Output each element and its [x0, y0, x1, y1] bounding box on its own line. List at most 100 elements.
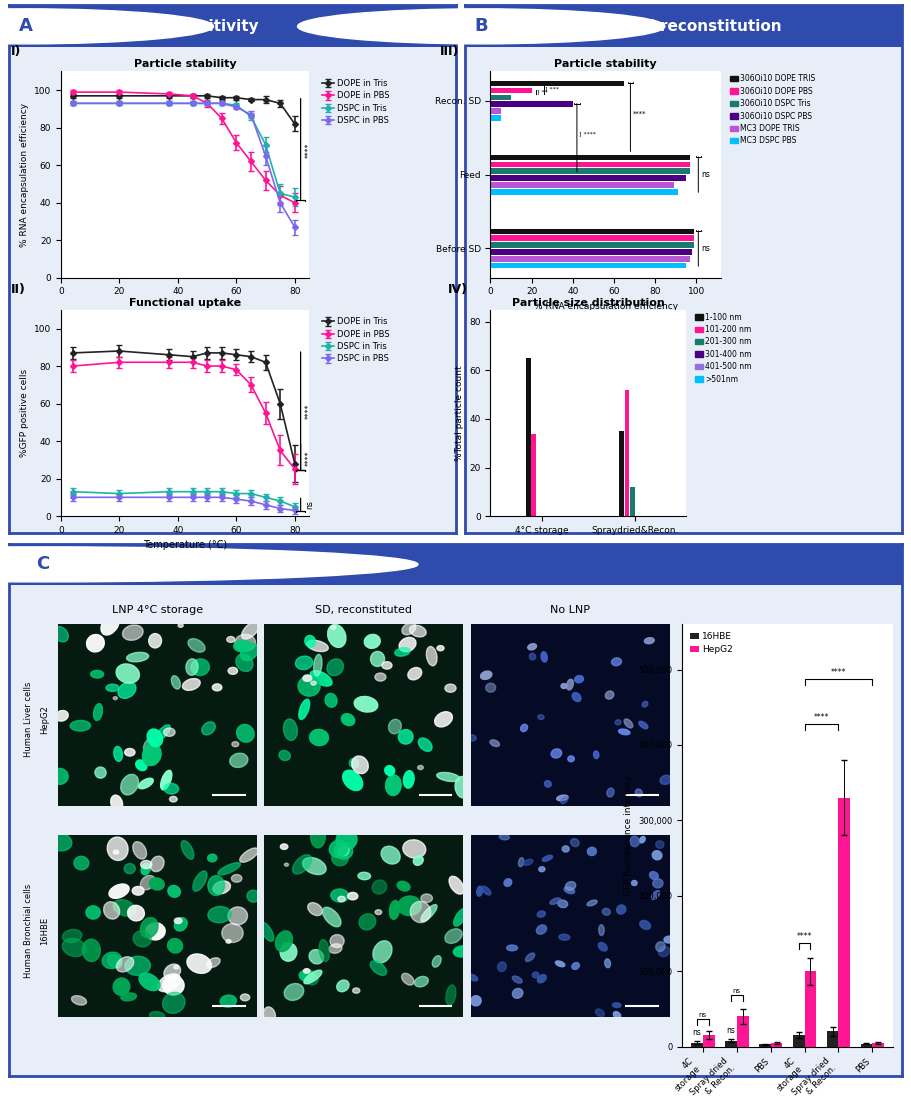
Ellipse shape: [561, 684, 567, 688]
Ellipse shape: [230, 753, 248, 768]
Ellipse shape: [94, 704, 103, 720]
X-axis label: Temperature (°C): Temperature (°C): [143, 540, 227, 550]
Ellipse shape: [630, 837, 640, 847]
Ellipse shape: [302, 858, 326, 875]
Ellipse shape: [599, 942, 608, 951]
Text: Human Bronchial cells: Human Bronchial cells: [24, 884, 33, 978]
Ellipse shape: [520, 725, 527, 731]
Bar: [691, 1043, 702, 1046]
Text: B: B: [475, 18, 488, 35]
Ellipse shape: [47, 832, 72, 851]
Ellipse shape: [302, 970, 318, 985]
Ellipse shape: [140, 875, 155, 889]
Ellipse shape: [136, 760, 147, 771]
Ellipse shape: [537, 911, 546, 917]
Ellipse shape: [213, 881, 230, 894]
Ellipse shape: [82, 939, 100, 962]
Ellipse shape: [241, 994, 250, 1000]
Ellipse shape: [468, 974, 477, 981]
Ellipse shape: [353, 988, 360, 994]
Ellipse shape: [371, 651, 384, 666]
Ellipse shape: [558, 934, 570, 940]
Ellipse shape: [322, 907, 341, 927]
Ellipse shape: [435, 712, 453, 727]
Ellipse shape: [128, 906, 145, 921]
Ellipse shape: [138, 778, 153, 788]
Bar: [490, 88, 532, 93]
Ellipse shape: [398, 729, 413, 744]
Ellipse shape: [241, 621, 260, 639]
Ellipse shape: [529, 653, 536, 660]
Ellipse shape: [133, 842, 147, 859]
Ellipse shape: [240, 848, 259, 862]
Ellipse shape: [507, 945, 517, 951]
Ellipse shape: [187, 954, 211, 973]
Ellipse shape: [87, 635, 104, 652]
Ellipse shape: [551, 749, 562, 758]
Ellipse shape: [298, 676, 320, 696]
Ellipse shape: [596, 1009, 604, 1017]
Ellipse shape: [575, 675, 583, 683]
Bar: [619, 432, 624, 516]
Ellipse shape: [537, 975, 547, 983]
Ellipse shape: [122, 625, 143, 640]
Ellipse shape: [50, 769, 68, 784]
Ellipse shape: [354, 696, 378, 713]
Bar: [490, 176, 686, 181]
Bar: [861, 1043, 873, 1046]
Bar: [490, 101, 573, 107]
Bar: [804, 971, 816, 1046]
Ellipse shape: [147, 729, 162, 747]
Ellipse shape: [560, 797, 568, 804]
Ellipse shape: [611, 658, 621, 665]
Ellipse shape: [409, 625, 426, 637]
Ellipse shape: [208, 854, 217, 862]
Text: IV): IV): [447, 283, 467, 296]
Ellipse shape: [281, 844, 288, 850]
Ellipse shape: [642, 702, 648, 707]
Ellipse shape: [74, 856, 88, 870]
Ellipse shape: [107, 954, 122, 968]
Ellipse shape: [263, 1007, 275, 1023]
Legend: 306Oi10 DOPE TRIS, 306Oi10 DOPE PBS, 306Oi10 DSPC Tris, 306Oi10 DSPC PBS, MC3 DO: 306Oi10 DOPE TRIS, 306Oi10 DOPE PBS, 306…: [727, 71, 818, 148]
Text: ns: ns: [701, 244, 711, 253]
Bar: [490, 94, 511, 100]
Ellipse shape: [181, 841, 194, 860]
Ellipse shape: [70, 720, 90, 731]
Ellipse shape: [163, 976, 184, 995]
Text: Temperature sensitivity: Temperature sensitivity: [54, 19, 259, 34]
Ellipse shape: [612, 1002, 621, 1008]
Ellipse shape: [121, 993, 137, 1001]
Bar: [490, 189, 678, 194]
Ellipse shape: [308, 903, 322, 916]
Ellipse shape: [295, 657, 312, 670]
Ellipse shape: [336, 829, 357, 850]
Text: A: A: [19, 18, 33, 35]
Ellipse shape: [454, 908, 467, 926]
Bar: [490, 228, 694, 234]
Ellipse shape: [652, 878, 663, 888]
Ellipse shape: [127, 652, 148, 662]
Ellipse shape: [54, 627, 68, 642]
Ellipse shape: [140, 861, 152, 869]
Ellipse shape: [220, 995, 237, 1007]
Ellipse shape: [71, 996, 87, 1005]
Ellipse shape: [426, 647, 437, 665]
Bar: [873, 1043, 885, 1046]
Text: Human Liver cells: Human Liver cells: [24, 682, 33, 758]
Ellipse shape: [307, 640, 328, 651]
Ellipse shape: [149, 1011, 165, 1020]
Text: Functional uptake: Functional uptake: [98, 557, 253, 572]
Ellipse shape: [56, 710, 68, 721]
Bar: [759, 1044, 771, 1046]
Ellipse shape: [310, 729, 329, 746]
Ellipse shape: [415, 976, 428, 987]
Ellipse shape: [299, 971, 314, 982]
Ellipse shape: [218, 863, 241, 875]
Ellipse shape: [394, 648, 410, 657]
Ellipse shape: [382, 662, 392, 669]
Ellipse shape: [399, 637, 416, 652]
Ellipse shape: [150, 856, 164, 872]
Text: ****: ****: [814, 714, 829, 722]
Ellipse shape: [178, 624, 183, 627]
